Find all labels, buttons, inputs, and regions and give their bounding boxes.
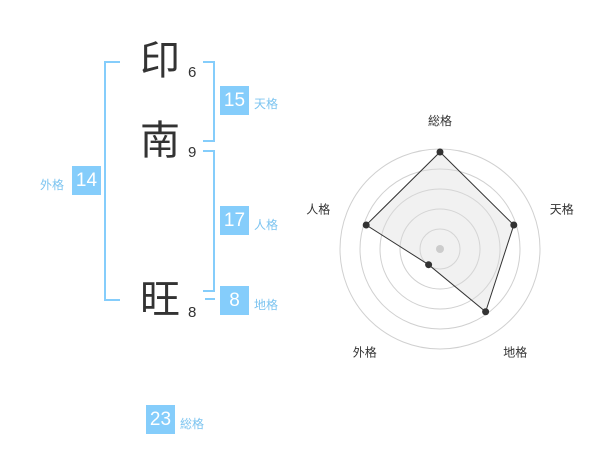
name-char-1: 印 [140,38,180,84]
chikaku-label: 地格 [254,298,279,312]
radar-point [436,148,444,156]
radar-point [425,261,433,269]
radar-ring [359,168,521,330]
tenkaku-value: 15 [220,86,249,115]
chikaku-value: 8 [220,286,249,315]
stroke-count-3: 8 [188,304,197,321]
radar-axis-label: 総格 [428,113,452,128]
soukaku-value: 23 [146,405,175,434]
name-char-3: 旺 [140,277,180,323]
radar-point [362,221,370,229]
radar-axis-label: 地格 [503,345,527,360]
tenkaku-label: 天格 [254,97,279,111]
gaikaku-label: 外格 [40,178,65,192]
radar-ring [419,228,461,270]
soukaku-label: 総格 [180,417,205,431]
gaikaku-bracket [104,61,120,301]
jinkaku-value: 17 [220,206,249,235]
stroke-count-1: 6 [188,64,197,81]
name-char-2: 南 [140,118,180,164]
stroke-count-2: 9 [188,144,197,161]
radar-polygon [365,151,515,313]
radar-center [436,245,444,253]
tenkaku-bracket [203,61,215,142]
radar-axis-label: 人格 [306,201,330,216]
radar-axis-label: 天格 [550,201,574,216]
radar-ring [379,188,501,310]
jinkaku-label: 人格 [254,218,279,232]
radar-point [510,221,518,229]
gaikaku-value: 14 [72,166,101,195]
chikaku-connector [205,298,215,300]
radar-axis-label: 外格 [353,345,377,360]
jinkaku-bracket [203,150,215,292]
radar-point [482,308,490,316]
radar-ring [399,208,481,290]
